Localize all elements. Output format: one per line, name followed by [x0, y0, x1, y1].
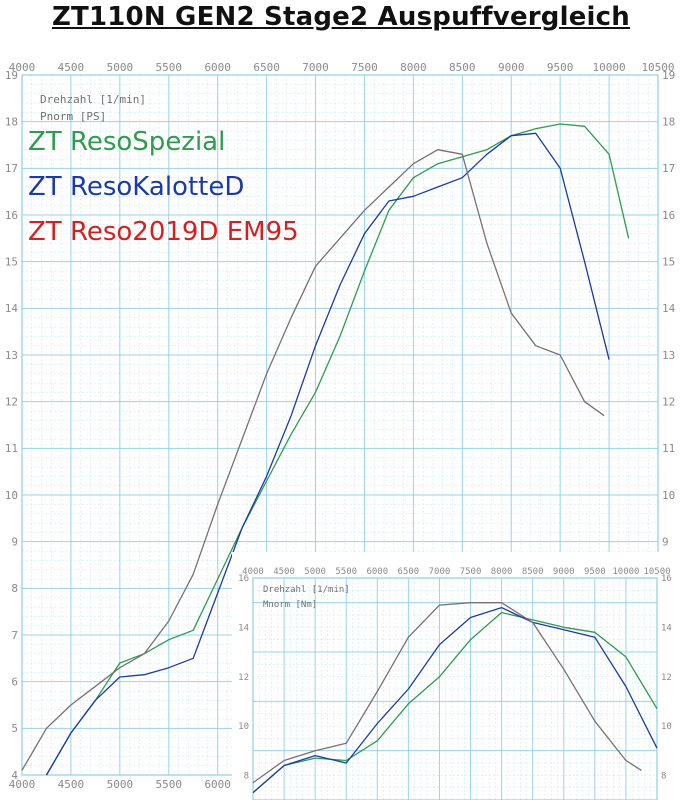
y-tick-label: 16 [661, 574, 672, 584]
y-tick-label: 6 [11, 676, 18, 689]
x-tick-label: 4500 [273, 567, 295, 577]
y-tick-label: 9 [11, 536, 18, 549]
y-tick-label: 11 [5, 442, 18, 455]
y-tick-label: 10 [5, 489, 18, 502]
x-tick-label: 9500 [547, 61, 574, 74]
x-tick-label: 5000 [304, 567, 326, 577]
torque-grid [252, 577, 658, 800]
x-tick-label: 4500 [58, 61, 85, 74]
y-tick-label: 16 [238, 574, 249, 584]
series-line [252, 611, 658, 794]
legend-entry: ZT ResoKalotteD [28, 172, 244, 202]
x-tick-label: 5500 [335, 567, 357, 577]
y-tick-label: 8 [11, 582, 18, 595]
x-tick-label: 8000 [491, 567, 513, 577]
y-axis-label: Mnorm [Nm] [263, 600, 317, 610]
x-tick-label: 8500 [449, 61, 476, 74]
y-tick-label: 19 [662, 69, 675, 82]
x-tick-label: 7000 [429, 567, 451, 577]
x-tick-label: 6000 [204, 61, 231, 74]
y-tick-label: 12 [5, 396, 18, 409]
x-tick-label: 9500 [584, 567, 606, 577]
series-line [45, 132, 610, 776]
y-tick-label: 17 [5, 162, 18, 175]
y-tick-label: 10 [662, 489, 675, 502]
series-line [252, 606, 658, 794]
x-axis-label: Drehzahl [1/min] [263, 585, 350, 595]
torque-ticks: 4000400045004500500050005500550060006000… [238, 567, 672, 781]
y-tick-label: 18 [662, 116, 675, 129]
y-tick-label: 12 [662, 396, 675, 409]
y-tick-label: 14 [238, 623, 249, 633]
x-tick-label: 7500 [460, 567, 482, 577]
torque-plot: 4000400045004500500050005500550060006000… [232, 552, 682, 800]
series-line [252, 602, 642, 784]
x-tick-label: 5500 [156, 61, 183, 74]
chart-title: ZT110N GEN2 Stage2 Auspuffvergleich [51, 2, 630, 32]
y-tick-label: 9 [662, 536, 669, 549]
x-tick-label: 9000 [553, 567, 575, 577]
x-tick-label: 6000 [366, 567, 388, 577]
x-tick-label: 5000 [107, 61, 134, 74]
x-tick-label: 9000 [498, 61, 525, 74]
x-tick-label: 6500 [398, 567, 420, 577]
y-axis-label: Pnorm [PS] [40, 110, 106, 123]
y-tick-label: 13 [5, 349, 18, 362]
x-tick-label: 5500 [156, 778, 183, 791]
y-tick-label: 19 [5, 69, 18, 82]
y-tick-label: 12 [238, 673, 249, 683]
y-tick-label: 18 [5, 116, 18, 129]
legend: ZT ResoSpezial ZT ResoKalotteD ZT Reso2019… [28, 127, 299, 247]
y-tick-label: 11 [662, 442, 675, 455]
y-tick-label: 8 [661, 771, 666, 781]
y-tick-label: 14 [5, 302, 19, 315]
legend-entry: ZT ResoSpezial [28, 127, 225, 157]
x-tick-label: 10000 [593, 61, 626, 74]
x-tick-label: 4500 [58, 778, 85, 791]
x-tick-label: 5000 [107, 778, 134, 791]
x-tick-label: 10000 [612, 567, 639, 577]
y-tick-label: 16 [5, 209, 18, 222]
y-tick-label: 10 [661, 722, 672, 732]
x-tick-label: 7000 [302, 61, 329, 74]
y-tick-label: 15 [5, 256, 18, 269]
x-tick-label: 6000 [204, 778, 231, 791]
y-tick-label: 7 [11, 629, 18, 642]
y-tick-label: 14 [662, 302, 676, 315]
y-tick-label: 4 [11, 769, 18, 782]
x-tick-label: 10500 [643, 567, 670, 577]
y-tick-label: 12 [661, 673, 672, 683]
y-tick-label: 16 [662, 209, 675, 222]
x-tick-label: 6500 [253, 61, 280, 74]
x-tick-label: 4000 [242, 567, 264, 577]
x-tick-label: 4000 [9, 61, 36, 74]
y-tick-label: 17 [662, 162, 675, 175]
x-tick-label: 4000 [9, 778, 36, 791]
y-tick-label: 8 [244, 771, 249, 781]
x-axis-label: Drehzahl [1/min] [40, 93, 146, 106]
y-tick-label: 10 [238, 722, 249, 732]
x-tick-label: 8500 [522, 567, 544, 577]
x-tick-label: 7500 [351, 61, 378, 74]
legend-entry: ZT Reso2019D EM95 [28, 217, 299, 247]
y-tick-label: 14 [661, 623, 672, 633]
x-tick-label: 10500 [641, 61, 674, 74]
x-tick-label: 8000 [400, 61, 427, 74]
y-tick-label: 5 [11, 722, 18, 735]
y-tick-label: 15 [662, 256, 675, 269]
y-tick-label: 13 [662, 349, 675, 362]
series-line [21, 149, 605, 771]
